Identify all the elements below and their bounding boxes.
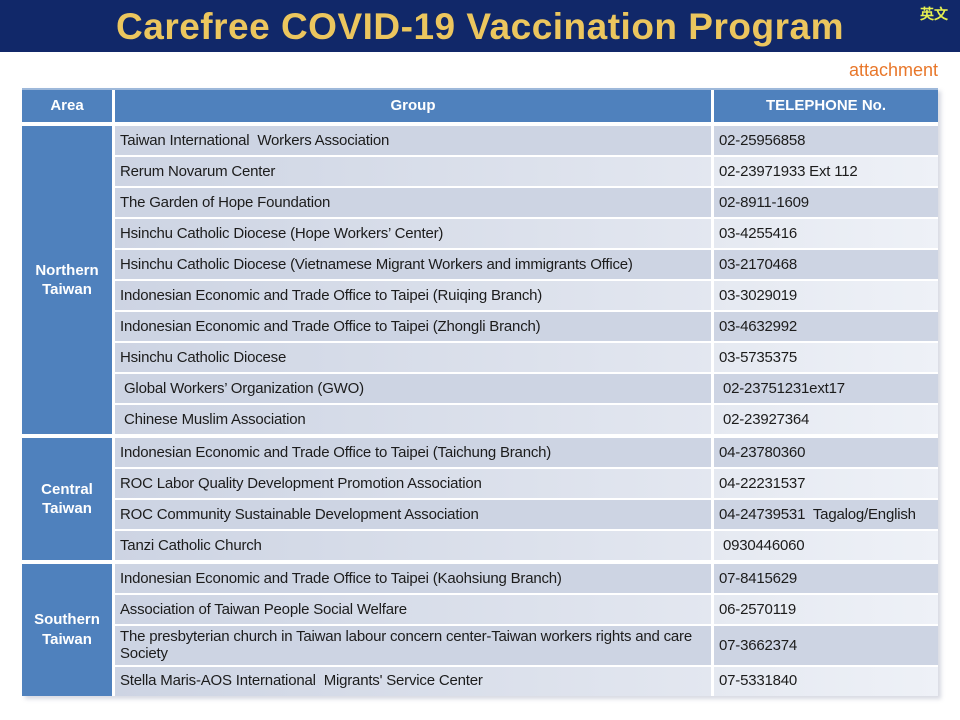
group-cell: Indonesian Economic and Trade Office to … (115, 312, 711, 341)
column-header-telephone: TELEPHONE No. (714, 90, 938, 122)
table-row: Taiwan International Workers Association… (115, 126, 938, 155)
group-cell: Stella Maris-AOS International Migrants'… (115, 666, 711, 696)
group-cell: Taiwan International Workers Association (115, 126, 711, 155)
area-cell: Central Taiwan (22, 438, 112, 560)
group-cell: Chinese Muslim Association (115, 405, 711, 434)
table-row: Indonesian Economic and Trade Office to … (115, 281, 938, 310)
table-row: Indonesian Economic and Trade Office to … (115, 438, 938, 467)
table-row: Hsinchu Catholic Diocese (Vietnamese Mig… (115, 250, 938, 279)
group-cell: The presbyterian church in Taiwan labour… (115, 626, 711, 665)
phone-cell: 07-5331840 (714, 666, 938, 696)
table-section: Southern Taiwan Indonesian Economic and T… (22, 564, 938, 696)
group-cell: Tanzi Catholic Church (115, 531, 711, 560)
title-band: Carefree COVID-19 Vaccination Program 英文 (0, 0, 960, 52)
table-row: ROC Labor Quality Development Promotion … (115, 469, 938, 498)
section-rows: Indonesian Economic and Trade Office to … (115, 438, 938, 560)
group-cell: Association of Taiwan People Social Welf… (115, 595, 711, 624)
section-rows: Taiwan International Workers Association… (115, 126, 938, 434)
phone-cell: 03-4632992 (714, 312, 938, 341)
column-header-area: Area (22, 90, 112, 122)
table-row: Tanzi Catholic Church 0930446060 (115, 531, 938, 560)
phone-cell: 03-2170468 (714, 250, 938, 279)
group-cell: ROC Labor Quality Development Promotion … (115, 469, 711, 498)
table-row: Indonesian Economic and Trade Office to … (115, 564, 938, 593)
table-row: Association of Taiwan People Social Welf… (115, 595, 938, 624)
phone-cell: 02-8911-1609 (714, 188, 938, 217)
area-cell: Northern Taiwan (22, 126, 112, 434)
table-row: The presbyterian church in Taiwan labour… (115, 626, 938, 665)
phone-cell: 04-24739531 Tagalog/English (714, 500, 938, 529)
vaccination-contacts-table: Area Group TELEPHONE No. Northern Taiwan… (22, 88, 938, 696)
phone-cell: 06-2570119 (714, 595, 938, 624)
phone-cell: 04-23780360 (714, 438, 938, 467)
table-row: Rerum Novarum Center 02-23971933 Ext 112 (115, 157, 938, 186)
section-rows: Indonesian Economic and Trade Office to … (115, 564, 938, 696)
phone-cell: 02-23971933 Ext 112 (714, 157, 938, 186)
column-header-group: Group (115, 90, 711, 122)
attachment-label: attachment (848, 60, 938, 80)
table-row: ROC Community Sustainable Development As… (115, 500, 938, 529)
page-title: Carefree COVID-19 Vaccination Program (116, 6, 844, 47)
table-row: Chinese Muslim Association 02-23927364 (115, 405, 938, 434)
phone-cell: 03-3029019 (714, 281, 938, 310)
group-cell: Rerum Novarum Center (115, 157, 711, 186)
group-cell: ROC Community Sustainable Development As… (115, 500, 711, 529)
group-cell: Indonesian Economic and Trade Office to … (115, 564, 711, 593)
table-header-row: Area Group TELEPHONE No. (22, 88, 938, 122)
group-cell: Hsinchu Catholic Diocese (115, 343, 711, 372)
phone-cell: 03-4255416 (714, 219, 938, 248)
area-cell: Southern Taiwan (22, 564, 112, 696)
table-row: Stella Maris-AOS International Migrants'… (115, 666, 938, 696)
table-body: Northern Taiwan Taiwan International Work… (22, 126, 938, 696)
phone-cell: 03-5735375 (714, 343, 938, 372)
phone-cell: 07-8415629 (714, 564, 938, 593)
table-row: Indonesian Economic and Trade Office to … (115, 312, 938, 341)
table-row: Hsinchu Catholic Diocese 03-5735375 (115, 343, 938, 372)
table-row: Global Workers’ Organization (GWO) 02-23… (115, 374, 938, 403)
table-row: Hsinchu Catholic Diocese (Hope Workers’ … (115, 219, 938, 248)
phone-cell: 0930446060 (714, 531, 938, 560)
group-cell: Indonesian Economic and Trade Office to … (115, 438, 711, 467)
phone-cell: 02-23751231ext17 (714, 374, 938, 403)
group-cell: The Garden of Hope Foundation (115, 188, 711, 217)
language-toggle-link[interactable]: 英文 (920, 6, 948, 22)
table-section: Central Taiwan Indonesian Economic and Tr… (22, 438, 938, 560)
group-cell: Hsinchu Catholic Diocese (Vietnamese Mig… (115, 250, 711, 279)
table-section: Northern Taiwan Taiwan International Work… (22, 126, 938, 434)
phone-cell: 02-25956858 (714, 126, 938, 155)
group-cell: Indonesian Economic and Trade Office to … (115, 281, 711, 310)
phone-cell: 02-23927364 (714, 405, 938, 434)
phone-cell: 07-3662374 (714, 626, 938, 665)
group-cell: Hsinchu Catholic Diocese (Hope Workers’ … (115, 219, 711, 248)
group-cell: Global Workers’ Organization (GWO) (115, 374, 711, 403)
table-row: The Garden of Hope Foundation 02-8911-160… (115, 188, 938, 217)
phone-cell: 04-22231537 (714, 469, 938, 498)
